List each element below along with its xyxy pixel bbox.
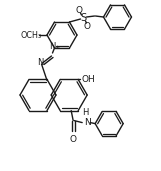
Text: N: N bbox=[37, 58, 44, 68]
Text: S: S bbox=[80, 13, 87, 23]
Text: +: + bbox=[54, 45, 59, 50]
Text: OH: OH bbox=[81, 75, 95, 84]
Text: N: N bbox=[49, 42, 56, 51]
Text: O: O bbox=[76, 5, 83, 15]
Text: O: O bbox=[70, 135, 77, 144]
Text: N: N bbox=[84, 118, 90, 127]
Text: O: O bbox=[84, 22, 91, 30]
Text: OCH₃: OCH₃ bbox=[20, 30, 42, 40]
Text: H: H bbox=[82, 108, 88, 117]
